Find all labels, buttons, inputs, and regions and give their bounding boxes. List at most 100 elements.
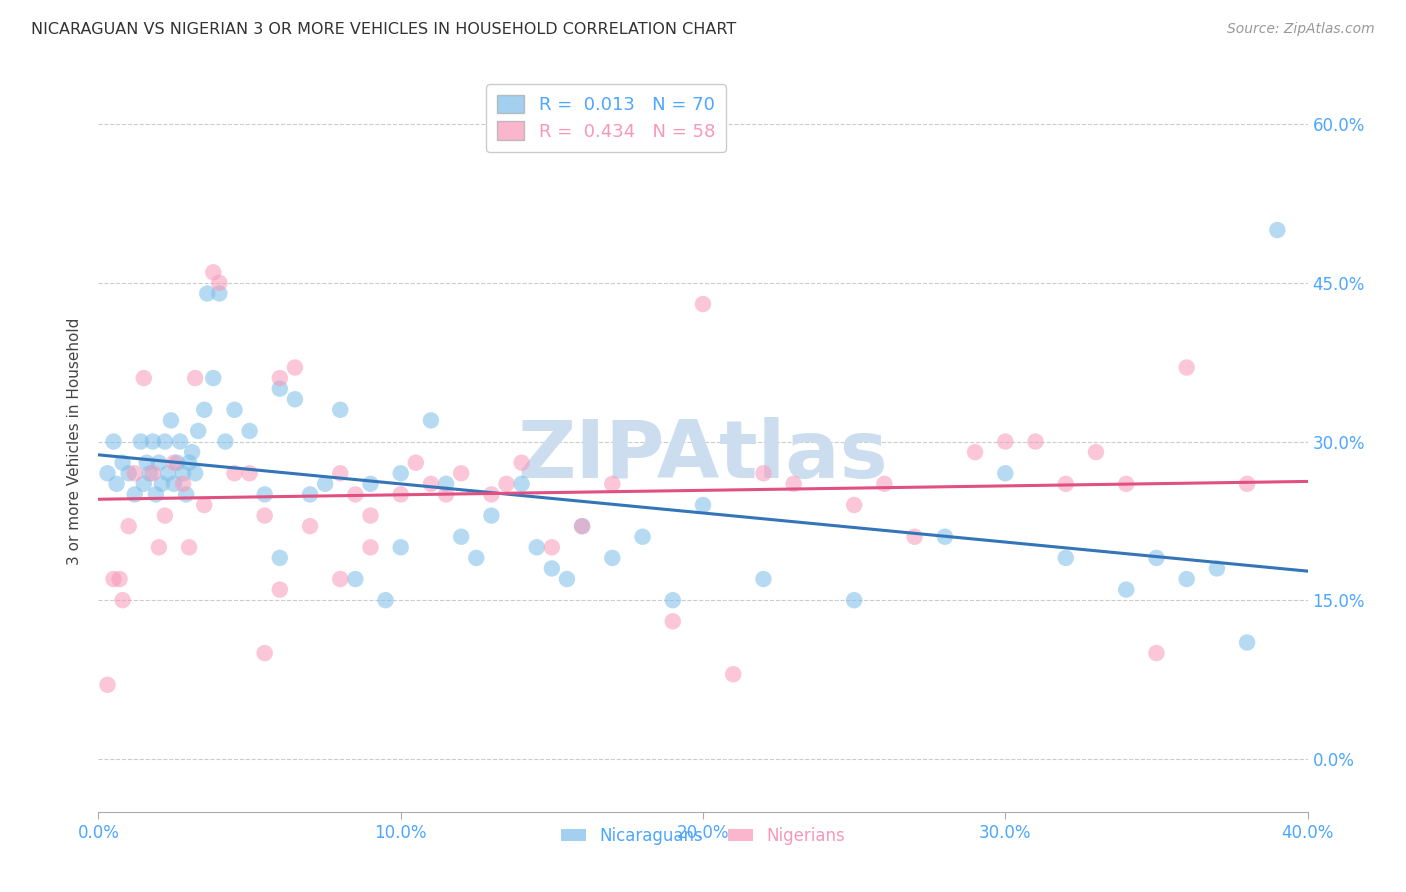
Point <box>329 402 352 417</box>
Point <box>179 456 201 470</box>
Point <box>111 593 134 607</box>
Point <box>224 467 246 481</box>
Point <box>163 456 186 470</box>
Point <box>495 476 517 491</box>
Point <box>314 476 336 491</box>
Point <box>284 392 307 407</box>
Point <box>1085 445 1108 459</box>
Point <box>96 467 118 481</box>
Point <box>389 467 412 481</box>
Point <box>179 541 201 555</box>
Point <box>360 541 382 555</box>
Point <box>1267 223 1289 237</box>
Point <box>420 476 443 491</box>
Point <box>124 467 146 481</box>
Point <box>360 476 382 491</box>
Point <box>434 487 457 501</box>
Point <box>132 476 155 491</box>
Point <box>481 487 503 501</box>
Point <box>844 593 866 607</box>
Text: NICARAGUAN VS NIGERIAN 3 OR MORE VEHICLES IN HOUSEHOLD CORRELATION CHART: NICARAGUAN VS NIGERIAN 3 OR MORE VEHICLE… <box>31 22 737 37</box>
Point <box>510 476 533 491</box>
Point <box>208 276 231 290</box>
Point <box>360 508 382 523</box>
Point <box>965 445 987 459</box>
Point <box>692 498 714 512</box>
Point <box>269 550 291 565</box>
Point <box>994 434 1017 449</box>
Point <box>510 456 533 470</box>
Point <box>344 487 367 501</box>
Point <box>571 519 593 533</box>
Point <box>450 530 472 544</box>
Point <box>145 487 167 501</box>
Point <box>253 487 276 501</box>
Legend: Nicaraguans, Nigerians: Nicaraguans, Nigerians <box>554 820 852 852</box>
Point <box>752 572 775 586</box>
Point <box>540 561 562 575</box>
Point <box>344 572 367 586</box>
Point <box>329 467 352 481</box>
Point <box>174 487 197 501</box>
Point <box>160 413 183 427</box>
Point <box>135 456 157 470</box>
Point <box>783 476 806 491</box>
Point <box>934 530 956 544</box>
Point <box>142 434 165 449</box>
Point <box>873 476 896 491</box>
Point <box>299 487 322 501</box>
Point <box>661 593 683 607</box>
Point <box>253 646 276 660</box>
Point <box>208 286 231 301</box>
Point <box>661 615 683 629</box>
Point <box>153 434 176 449</box>
Point <box>150 476 173 491</box>
Point <box>156 467 179 481</box>
Point <box>434 476 457 491</box>
Point <box>299 519 322 533</box>
Point <box>1054 550 1077 565</box>
Point <box>1054 476 1077 491</box>
Point <box>214 434 236 449</box>
Point <box>389 541 412 555</box>
Point <box>904 530 927 544</box>
Point <box>172 467 194 481</box>
Point <box>193 402 215 417</box>
Point <box>420 413 443 427</box>
Point <box>224 402 246 417</box>
Point <box>1146 550 1168 565</box>
Point <box>389 487 412 501</box>
Point <box>118 467 141 481</box>
Point <box>96 678 118 692</box>
Point <box>108 572 131 586</box>
Point <box>239 424 262 438</box>
Point <box>253 508 276 523</box>
Point <box>571 519 593 533</box>
Text: ZIPAtlas: ZIPAtlas <box>517 417 889 495</box>
Point <box>1236 635 1258 649</box>
Y-axis label: 3 or more Vehicles in Household: 3 or more Vehicles in Household <box>67 318 83 566</box>
Point <box>465 550 488 565</box>
Point <box>374 593 396 607</box>
Point <box>1115 476 1137 491</box>
Point <box>1206 561 1229 575</box>
Point <box>1175 572 1198 586</box>
Point <box>202 265 225 279</box>
Point <box>526 541 548 555</box>
Point <box>1175 360 1198 375</box>
Point <box>184 467 207 481</box>
Point <box>184 371 207 385</box>
Point <box>1236 476 1258 491</box>
Point <box>269 582 291 597</box>
Point <box>1024 434 1046 449</box>
Point <box>844 498 866 512</box>
Point <box>602 476 624 491</box>
Point <box>148 456 170 470</box>
Point <box>193 498 215 512</box>
Point <box>269 371 291 385</box>
Point <box>172 476 194 491</box>
Point <box>994 467 1017 481</box>
Point <box>169 434 191 449</box>
Point <box>103 572 125 586</box>
Point <box>103 434 125 449</box>
